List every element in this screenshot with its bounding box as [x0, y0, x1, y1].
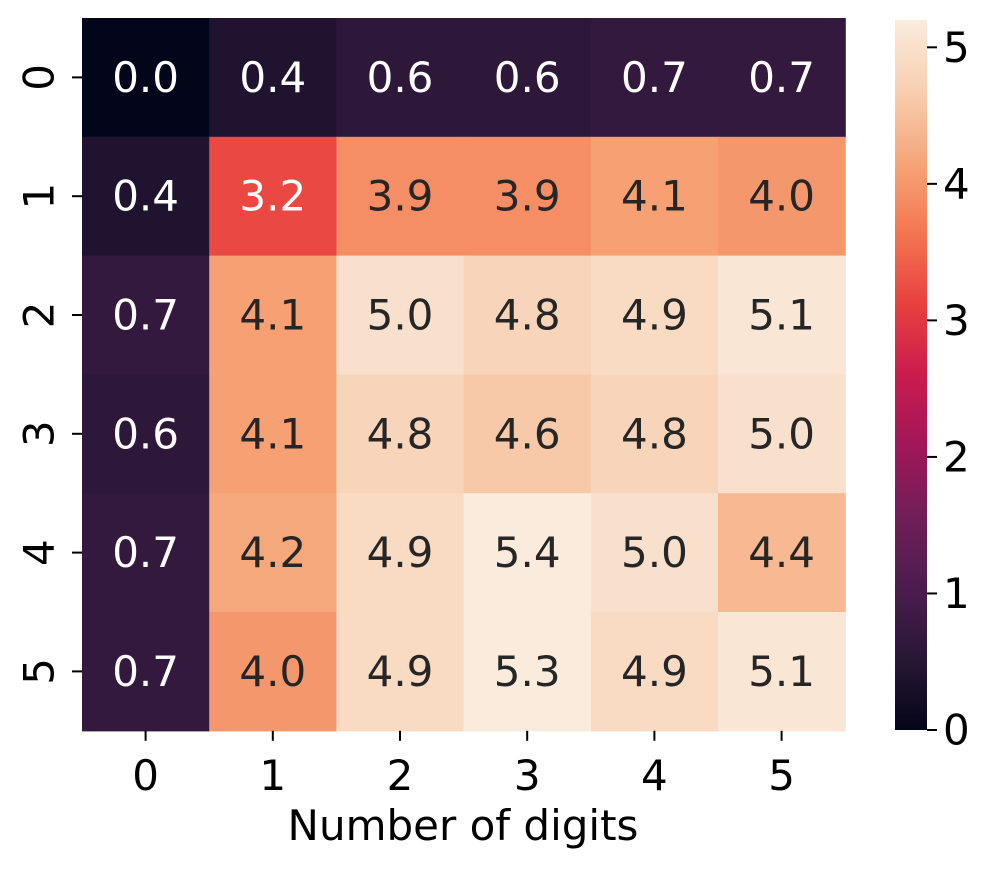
- heatmap-cell: [590, 255, 719, 375]
- heatmap-cell: [209, 18, 337, 138]
- heatmap-cell: [209, 493, 337, 613]
- colorbar-tick-label: 5: [943, 23, 970, 72]
- heatmap-cell: [718, 374, 846, 494]
- x-tick-label: 1: [259, 751, 286, 800]
- cell-value-label: 0.6: [494, 53, 561, 102]
- heatmap-cell: [82, 374, 210, 494]
- heatmap-cell: [718, 255, 846, 375]
- heatmap-cell: [336, 493, 465, 613]
- cell-value-label: 4.0: [239, 647, 306, 696]
- cell-value-label: 5.0: [367, 291, 434, 340]
- cell-value-label: 4.9: [367, 528, 434, 577]
- heatmap-cell: [463, 18, 592, 138]
- cell-value-label: 0.7: [112, 528, 179, 577]
- cell-value-label: 4.1: [621, 172, 688, 221]
- heatmap-cell: [718, 612, 846, 732]
- y-tick-label: 4: [15, 539, 64, 566]
- heatmap-cell: [463, 255, 592, 375]
- cell-value-label: 4.1: [239, 291, 306, 340]
- cell-value-label: 0.7: [112, 647, 179, 696]
- cell-value-label: 4.4: [748, 528, 815, 577]
- heatmap-cell: [590, 493, 719, 613]
- heatmap-cell: [590, 374, 719, 494]
- heatmap-cell: [463, 612, 592, 732]
- heatmap-cells: [82, 18, 846, 732]
- colorbar-tick-label: 0: [943, 706, 970, 755]
- x-axis-title: Number of digits: [288, 801, 639, 850]
- cell-value-label: 0.7: [621, 53, 688, 102]
- cell-value-label: 5.3: [494, 647, 561, 696]
- heatmap-cell: [590, 18, 719, 138]
- heatmap-cell: [336, 374, 465, 494]
- heatmap-cell: [209, 136, 337, 257]
- cell-value-label: 5.0: [748, 409, 815, 458]
- heatmap-cell: [718, 136, 846, 257]
- cell-value-label: 5.1: [748, 291, 815, 340]
- heatmap-cell: [209, 255, 337, 375]
- cell-value-label: 3.9: [494, 172, 561, 221]
- x-tick-label: 2: [387, 751, 414, 800]
- cell-value-label: 4.9: [621, 647, 688, 696]
- cell-value-label: 5.1: [748, 647, 815, 696]
- y-tick-label: 3: [15, 420, 64, 447]
- cell-value-label: 0.6: [367, 53, 434, 102]
- cell-value-label: 0.7: [112, 291, 179, 340]
- heatmap-cell: [463, 136, 592, 257]
- colorbar-gradient: [895, 20, 927, 730]
- heatmap-cell: [82, 18, 210, 138]
- cell-value-label: 0.0: [112, 53, 179, 102]
- cell-value-label: 4.2: [239, 528, 306, 577]
- colorbar-tick-label: 2: [943, 432, 970, 481]
- heatmap-cell: [463, 493, 592, 613]
- y-tick-label: 5: [15, 658, 64, 685]
- cell-value-label: 4.6: [494, 409, 561, 458]
- cell-value-label: 3.9: [367, 172, 434, 221]
- x-axis: 0 1 2 3 4 5: [132, 730, 795, 800]
- heatmap-cell: [336, 255, 465, 375]
- cell-value-label: 4.8: [494, 291, 561, 340]
- cell-value-label: 4.1: [239, 409, 306, 458]
- colorbar-tick-label: 1: [943, 569, 970, 618]
- cell-value-label: 0.6: [112, 409, 179, 458]
- cell-value-label: 4.8: [621, 409, 688, 458]
- heatmap-cell: [718, 493, 846, 613]
- heatmap-cell: [590, 136, 719, 257]
- cell-value-label: 5.4: [494, 528, 561, 577]
- cell-value-label: 5.0: [621, 528, 688, 577]
- cell-value-label: 4.0: [748, 172, 815, 221]
- cell-value-label: 3.2: [239, 172, 306, 221]
- cell-value-label: 0.4: [239, 53, 306, 102]
- heatmap-cell: [82, 493, 210, 613]
- heatmap-cell: [336, 612, 465, 732]
- heatmap-cell: [590, 612, 719, 732]
- y-tick-label: 1: [15, 183, 64, 210]
- colorbar-tick-label: 4: [943, 159, 970, 208]
- x-tick-label: 5: [768, 751, 795, 800]
- heatmap-cell: [463, 374, 592, 494]
- y-tick-label: 2: [15, 302, 64, 329]
- y-tick-label: 0: [15, 64, 64, 91]
- heatmap-cell: [209, 612, 337, 732]
- cell-value-label: 0.4: [112, 172, 179, 221]
- heatmap-cell-labels: 0.0 0.4 0.6 0.6 0.7 0.7 0.4 3.2 3.9 3.9 4.1 4.0 0.7 4…: [112, 53, 815, 696]
- colorbar-ticks: 0 1 2 3 4 5: [927, 23, 970, 755]
- x-tick-label: 0: [132, 751, 159, 800]
- colorbar: 0 1 2 3 4 5: [895, 20, 970, 755]
- heatmap-cell: [336, 136, 465, 257]
- y-axis: 0 1 2 3 4 5: [15, 64, 82, 685]
- colorbar-tick-label: 3: [943, 296, 970, 345]
- cell-value-label: 4.8: [367, 409, 434, 458]
- cell-value-label: 4.9: [367, 647, 434, 696]
- heatmap-cell: [82, 136, 210, 257]
- x-tick-label: 3: [514, 751, 541, 800]
- heatmap-cell: [336, 18, 465, 138]
- heatmap-cell: [209, 374, 337, 494]
- x-tick-label: 4: [641, 751, 668, 800]
- heatmap-cell: [82, 255, 210, 375]
- heatmap-cell: [718, 18, 846, 138]
- heatmap-cell: [82, 612, 210, 732]
- cell-value-label: 0.7: [748, 53, 815, 102]
- cell-value-label: 4.9: [621, 291, 688, 340]
